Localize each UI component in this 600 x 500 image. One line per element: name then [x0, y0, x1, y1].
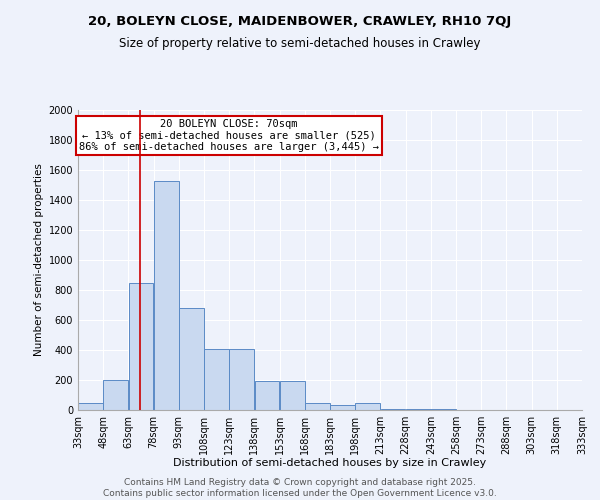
- Text: Size of property relative to semi-detached houses in Crawley: Size of property relative to semi-detach…: [119, 38, 481, 51]
- Text: Contains HM Land Registry data © Crown copyright and database right 2025.
Contai: Contains HM Land Registry data © Crown c…: [103, 478, 497, 498]
- Y-axis label: Number of semi-detached properties: Number of semi-detached properties: [34, 164, 44, 356]
- Bar: [128, 282, 154, 410]
- Bar: [380, 408, 406, 410]
- Bar: [355, 402, 380, 410]
- Bar: [305, 402, 330, 410]
- Bar: [254, 381, 280, 410]
- Bar: [406, 408, 431, 410]
- Bar: [78, 402, 103, 410]
- X-axis label: Distribution of semi-detached houses by size in Crawley: Distribution of semi-detached houses by …: [173, 458, 487, 468]
- Bar: [431, 409, 456, 410]
- Text: 20, BOLEYN CLOSE, MAIDENBOWER, CRAWLEY, RH10 7QJ: 20, BOLEYN CLOSE, MAIDENBOWER, CRAWLEY, …: [88, 15, 512, 28]
- Bar: [229, 348, 254, 410]
- Bar: [204, 348, 229, 410]
- Bar: [330, 405, 355, 410]
- Bar: [103, 380, 128, 410]
- Bar: [154, 181, 179, 410]
- Bar: [280, 381, 305, 410]
- Text: 20 BOLEYN CLOSE: 70sqm
← 13% of semi-detached houses are smaller (525)
86% of se: 20 BOLEYN CLOSE: 70sqm ← 13% of semi-det…: [79, 119, 379, 152]
- Bar: [179, 308, 204, 410]
